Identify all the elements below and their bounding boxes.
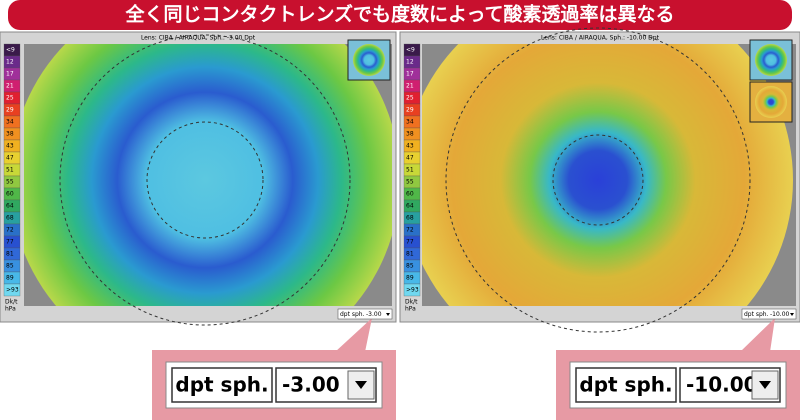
thumbnail-map	[755, 86, 787, 118]
scale-unit: hPa	[405, 306, 416, 313]
scale-label: 17	[6, 71, 14, 78]
scale-label: <9	[406, 47, 415, 54]
scale-label: 38	[6, 131, 14, 138]
scale-label: 17	[406, 71, 414, 78]
scale-label: 25	[6, 95, 14, 102]
scale-label: 51	[406, 167, 414, 174]
panel-title: Lens: CIBA / AIRAQUA, Sph.: -10.00 Dpt	[541, 35, 660, 42]
scale-label: 51	[6, 167, 14, 174]
scale-label: 55	[6, 179, 14, 186]
dropdown-arrow	[386, 313, 390, 316]
thumbnail-map	[353, 44, 385, 76]
scale-label: 72	[6, 227, 14, 234]
scale-label: 12	[406, 59, 414, 66]
dropdown-value: -3.00	[366, 311, 382, 318]
callout-arrow	[355, 381, 367, 389]
zone-circle	[59, 34, 351, 326]
scale-label: <9	[6, 47, 15, 54]
callout-label-box	[575, 367, 677, 403]
header-title: 全く同じコンタクトレンズでも度数によって酸素透過率は異なる	[124, 3, 674, 26]
scale-label: >93	[6, 287, 19, 294]
scale-label: 38	[406, 131, 414, 138]
dropdown-label: dpt sph.	[340, 311, 365, 318]
callout-label: dpt sph.	[579, 373, 672, 397]
map	[24, 44, 392, 306]
scale-label: 29	[406, 107, 414, 114]
dropdown-arrow	[790, 313, 794, 316]
scale-unit: Dk/t	[5, 299, 18, 306]
scale-label: 68	[406, 215, 414, 222]
scale-label: 47	[6, 155, 14, 162]
scale-label: 77	[406, 239, 414, 246]
scale-label: 21	[406, 83, 414, 90]
scale-label: 12	[6, 59, 14, 66]
scale-label: 89	[6, 275, 14, 282]
scale-label: 25	[406, 95, 414, 102]
scale-label: 47	[406, 155, 414, 162]
scale-label: 64	[406, 203, 414, 210]
scale-swatch	[3, 283, 21, 297]
scale-label: 85	[6, 263, 14, 270]
scale-label: 60	[406, 191, 414, 198]
zone-circle	[445, 27, 751, 333]
scale-label: 43	[6, 143, 14, 150]
callout-arrow	[759, 381, 771, 389]
scale-label: 34	[406, 119, 414, 126]
scale-unit: hPa	[5, 306, 16, 313]
scale-label: 55	[406, 179, 414, 186]
callout-value: -3.00	[282, 373, 340, 397]
scale-unit: Dk/t	[405, 299, 418, 306]
dropdown-value: -10.00	[770, 311, 790, 318]
zone-circle	[146, 121, 264, 239]
scale-label: 34	[6, 119, 14, 126]
scale-label: 68	[6, 215, 14, 222]
callout-label-box	[171, 367, 273, 403]
scale-label: 60	[6, 191, 14, 198]
scale-label: 64	[6, 203, 14, 210]
header-bar	[8, 0, 792, 30]
scale-label: 21	[6, 83, 14, 90]
scale-label: 85	[406, 263, 414, 270]
scale-label: 43	[406, 143, 414, 150]
thumbnail-map	[755, 44, 787, 76]
callout-pointer	[335, 318, 372, 352]
scale-label: >93	[406, 287, 419, 294]
scale-label: 89	[406, 275, 414, 282]
scale-label: 81	[6, 251, 14, 258]
dropdown	[337, 308, 393, 320]
scale-label: 81	[406, 251, 414, 258]
callout-label: dpt sph.	[175, 373, 268, 397]
scale-label: 29	[6, 107, 14, 114]
map	[422, 44, 793, 306]
dropdown-label: dpt sph.	[744, 311, 769, 318]
scale-label: 72	[406, 227, 414, 234]
panel-title: Lens: CIBA / AIRAQUA, Sph.: -3.00 Dpt	[141, 35, 256, 42]
dropdown	[741, 308, 797, 320]
scale-label: 77	[6, 239, 14, 246]
zone-circle	[552, 134, 644, 226]
scale-swatch	[403, 283, 421, 297]
callout-pointer	[740, 318, 775, 352]
callout-value: -10.00	[686, 373, 758, 397]
